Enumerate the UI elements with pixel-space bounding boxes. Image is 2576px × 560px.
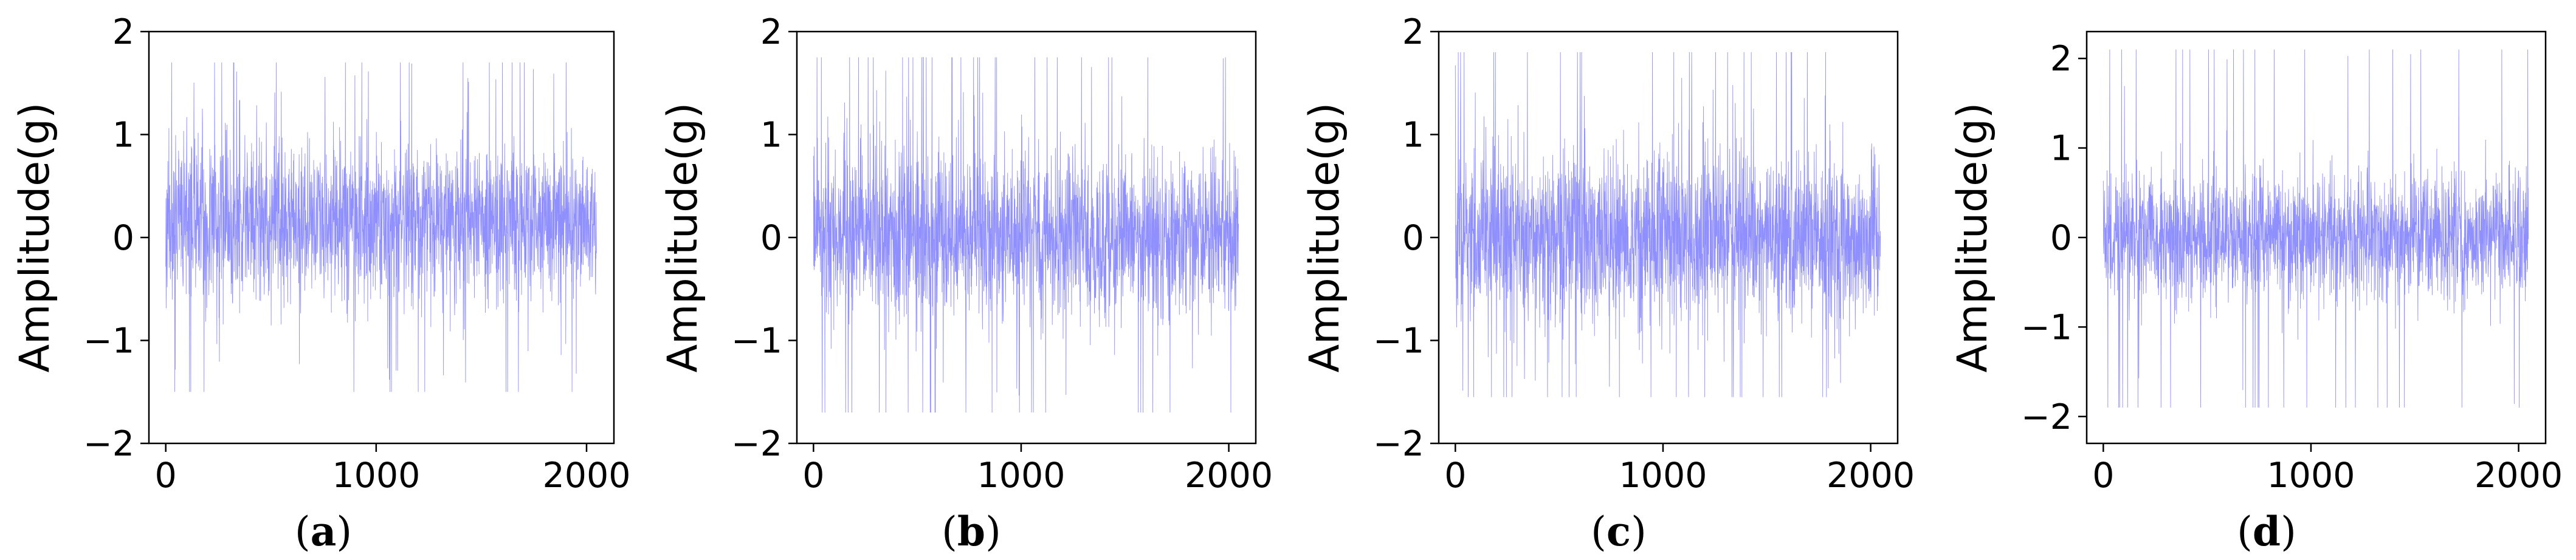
ytick-label: −2 <box>1373 424 1424 464</box>
panel-caption: (a) <box>295 508 352 555</box>
signal-line-b <box>813 56 1239 413</box>
panel-a: −2 −1 0 1 2 0 1000 2000 Amplitude(g) (a) <box>11 12 631 555</box>
xtick-label: 1000 <box>2267 456 2355 496</box>
y-axis-label: Amplitude(g) <box>1301 103 1349 373</box>
panel-caption: (b) <box>942 508 1001 555</box>
xtick-label: 1000 <box>1619 456 1707 496</box>
ytick-label: −2 <box>83 424 134 464</box>
y-axis-label: Amplitude(g) <box>1949 103 1997 373</box>
ytick-label: 1 <box>2050 129 2072 169</box>
y-axis-label: Amplitude(g) <box>11 103 59 373</box>
ytick-label: 0 <box>2050 218 2072 258</box>
panel-d: −2 −1 0 1 2 0 1000 2000 Amplitude(g) (d) <box>1949 30 2563 555</box>
ytick-label: 1 <box>112 115 134 155</box>
ytick-label: 0 <box>1402 218 1424 258</box>
xtick-label: 2000 <box>2474 456 2563 496</box>
signal-line-c <box>1455 52 1881 397</box>
xtick-label: 2000 <box>542 456 630 496</box>
panel-caption: (d) <box>2237 508 2296 555</box>
signal-line-d <box>2102 49 2529 408</box>
xtick-label: 0 <box>155 456 177 496</box>
panel-b: −2 −1 0 1 2 0 1000 2000 Amplitude(g) (b) <box>659 12 1273 555</box>
xtick-label: 0 <box>2092 456 2114 496</box>
ytick-label: 2 <box>1402 12 1424 52</box>
y-axis-label: Amplitude(g) <box>659 103 707 373</box>
ytick-label: 1 <box>1402 115 1424 155</box>
xtick-label: 0 <box>802 456 824 496</box>
ytick-label: 2 <box>112 12 134 52</box>
xtick-label: 2000 <box>1827 456 1915 496</box>
panel-c: −2 −1 0 1 2 0 1000 2000 Amplitude(g) (c) <box>1301 12 1915 555</box>
ytick-label: −2 <box>731 424 782 464</box>
xtick-label: 1000 <box>977 456 1065 496</box>
ytick-label: −1 <box>83 321 134 361</box>
xtick-label: 1000 <box>332 456 420 496</box>
ytick-label: 2 <box>760 12 782 52</box>
signal-line-a <box>165 62 597 392</box>
ytick-label: 1 <box>760 115 782 155</box>
ytick-label: 0 <box>760 218 782 258</box>
panel-caption: (c) <box>1591 508 1647 555</box>
xtick-label: 0 <box>1444 456 1466 496</box>
ytick-label: −1 <box>1373 321 1424 361</box>
xtick-label: 2000 <box>1185 456 1273 496</box>
ytick-label: −1 <box>731 321 782 361</box>
ytick-label: 0 <box>112 218 134 258</box>
ytick-label: −2 <box>2021 397 2072 437</box>
ytick-label: 2 <box>2050 39 2072 79</box>
ytick-label: −1 <box>2021 307 2072 347</box>
